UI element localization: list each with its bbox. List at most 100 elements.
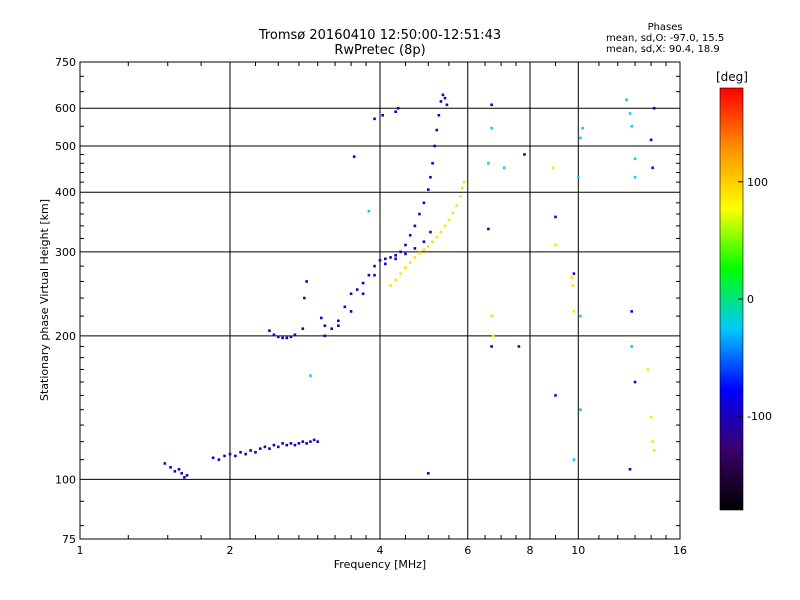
data-point [651, 166, 654, 170]
data-point [223, 454, 226, 458]
data-point [435, 128, 439, 132]
data-point [579, 136, 582, 140]
data-point [244, 452, 247, 456]
data-point [309, 440, 312, 443]
data-point [460, 186, 464, 190]
data-point [404, 252, 407, 256]
data-point [330, 327, 334, 330]
x-tick-label: 16 [673, 544, 687, 557]
data-point [451, 211, 455, 215]
data-point [554, 215, 557, 219]
data-point [572, 458, 576, 461]
data-point [576, 175, 580, 179]
data-point [173, 469, 177, 473]
data-point [572, 272, 576, 275]
data-point [234, 454, 237, 458]
data-point [490, 314, 493, 318]
data-point [396, 106, 400, 110]
data-point [633, 175, 637, 179]
data-point [316, 440, 320, 443]
data-point [459, 195, 462, 198]
data-point [435, 235, 439, 239]
data-point [349, 310, 353, 313]
data-point [301, 440, 305, 443]
colorbar: 100 0 -100 [719, 87, 772, 511]
data-point [554, 243, 557, 247]
data-point [633, 380, 637, 384]
data-point [625, 98, 628, 102]
data-point [413, 224, 417, 228]
data-point [437, 113, 441, 117]
colorbar-tick-label: -100 [747, 410, 772, 423]
data-point [394, 253, 397, 257]
data-point [289, 335, 293, 339]
data-point [429, 230, 432, 234]
data-point [293, 443, 297, 447]
x-axis-label: Frequency [MHz] [334, 558, 426, 571]
data-point [439, 230, 443, 234]
data-point [211, 456, 215, 460]
data-point [490, 126, 493, 130]
data-point [297, 442, 301, 445]
data-point [337, 324, 340, 328]
data-point [652, 106, 656, 110]
data-point [517, 345, 521, 348]
y-tick-label: 750 [55, 56, 76, 69]
data-point [426, 188, 430, 191]
data-point [249, 449, 252, 452]
data-point [394, 110, 397, 114]
data-point [228, 452, 232, 456]
data-point [551, 166, 555, 170]
chart-subtitle: RwPretec (8p) [334, 43, 426, 58]
data-point [443, 96, 447, 100]
data-point [305, 442, 308, 445]
data-point [352, 155, 356, 158]
data-point [180, 471, 184, 475]
x-tick-label: 4 [377, 544, 384, 557]
data-point [254, 450, 257, 454]
phase-stats-x: mean, sd,X: 90.4, 18.9 [606, 44, 720, 55]
data-point [285, 443, 289, 447]
y-tick-label: 400 [55, 186, 76, 199]
data-point [373, 117, 376, 121]
colorbar-tick-label: 100 [747, 176, 768, 189]
data-point [441, 93, 445, 97]
data-point [373, 264, 376, 268]
chart-title-line1: Tromsø 20160410 12:50:00-12:51:43 [258, 28, 502, 43]
data-point [309, 374, 312, 377]
colorbar-unit: [deg] [716, 70, 748, 84]
data-point [367, 273, 371, 277]
data-point [378, 258, 382, 262]
data-point [426, 471, 430, 475]
data-point [439, 100, 443, 103]
data-point [490, 103, 493, 107]
data-point [523, 153, 526, 156]
data-point [399, 272, 402, 275]
data-point [373, 273, 376, 277]
axis-ticks: 1 2 4 6 8 10 16 75 100 200 300 400 500 600 750 [55, 56, 687, 557]
data-point [490, 345, 493, 348]
data-point [649, 415, 653, 419]
data-point [177, 467, 181, 471]
data-point [630, 345, 634, 348]
data-point [404, 266, 407, 269]
colorbar-tick-label: 0 [747, 293, 754, 306]
data-point [337, 319, 340, 323]
data-points [163, 93, 656, 479]
data-point [445, 103, 449, 107]
data-point [570, 276, 573, 279]
data-point [163, 462, 167, 465]
data-point [276, 335, 280, 339]
data-point [408, 261, 412, 264]
data-point [394, 257, 397, 261]
data-point [651, 440, 654, 443]
data-point [399, 250, 402, 254]
data-point [422, 240, 426, 244]
data-point [554, 394, 557, 397]
data-point [404, 243, 407, 247]
data-point [323, 324, 327, 328]
phase-stats: Phases mean, sd,O: -97.0, 15.5 mean, sd,… [606, 22, 724, 55]
data-point [646, 368, 650, 371]
data-point [323, 334, 327, 338]
x-tick-label: 8 [527, 544, 534, 557]
